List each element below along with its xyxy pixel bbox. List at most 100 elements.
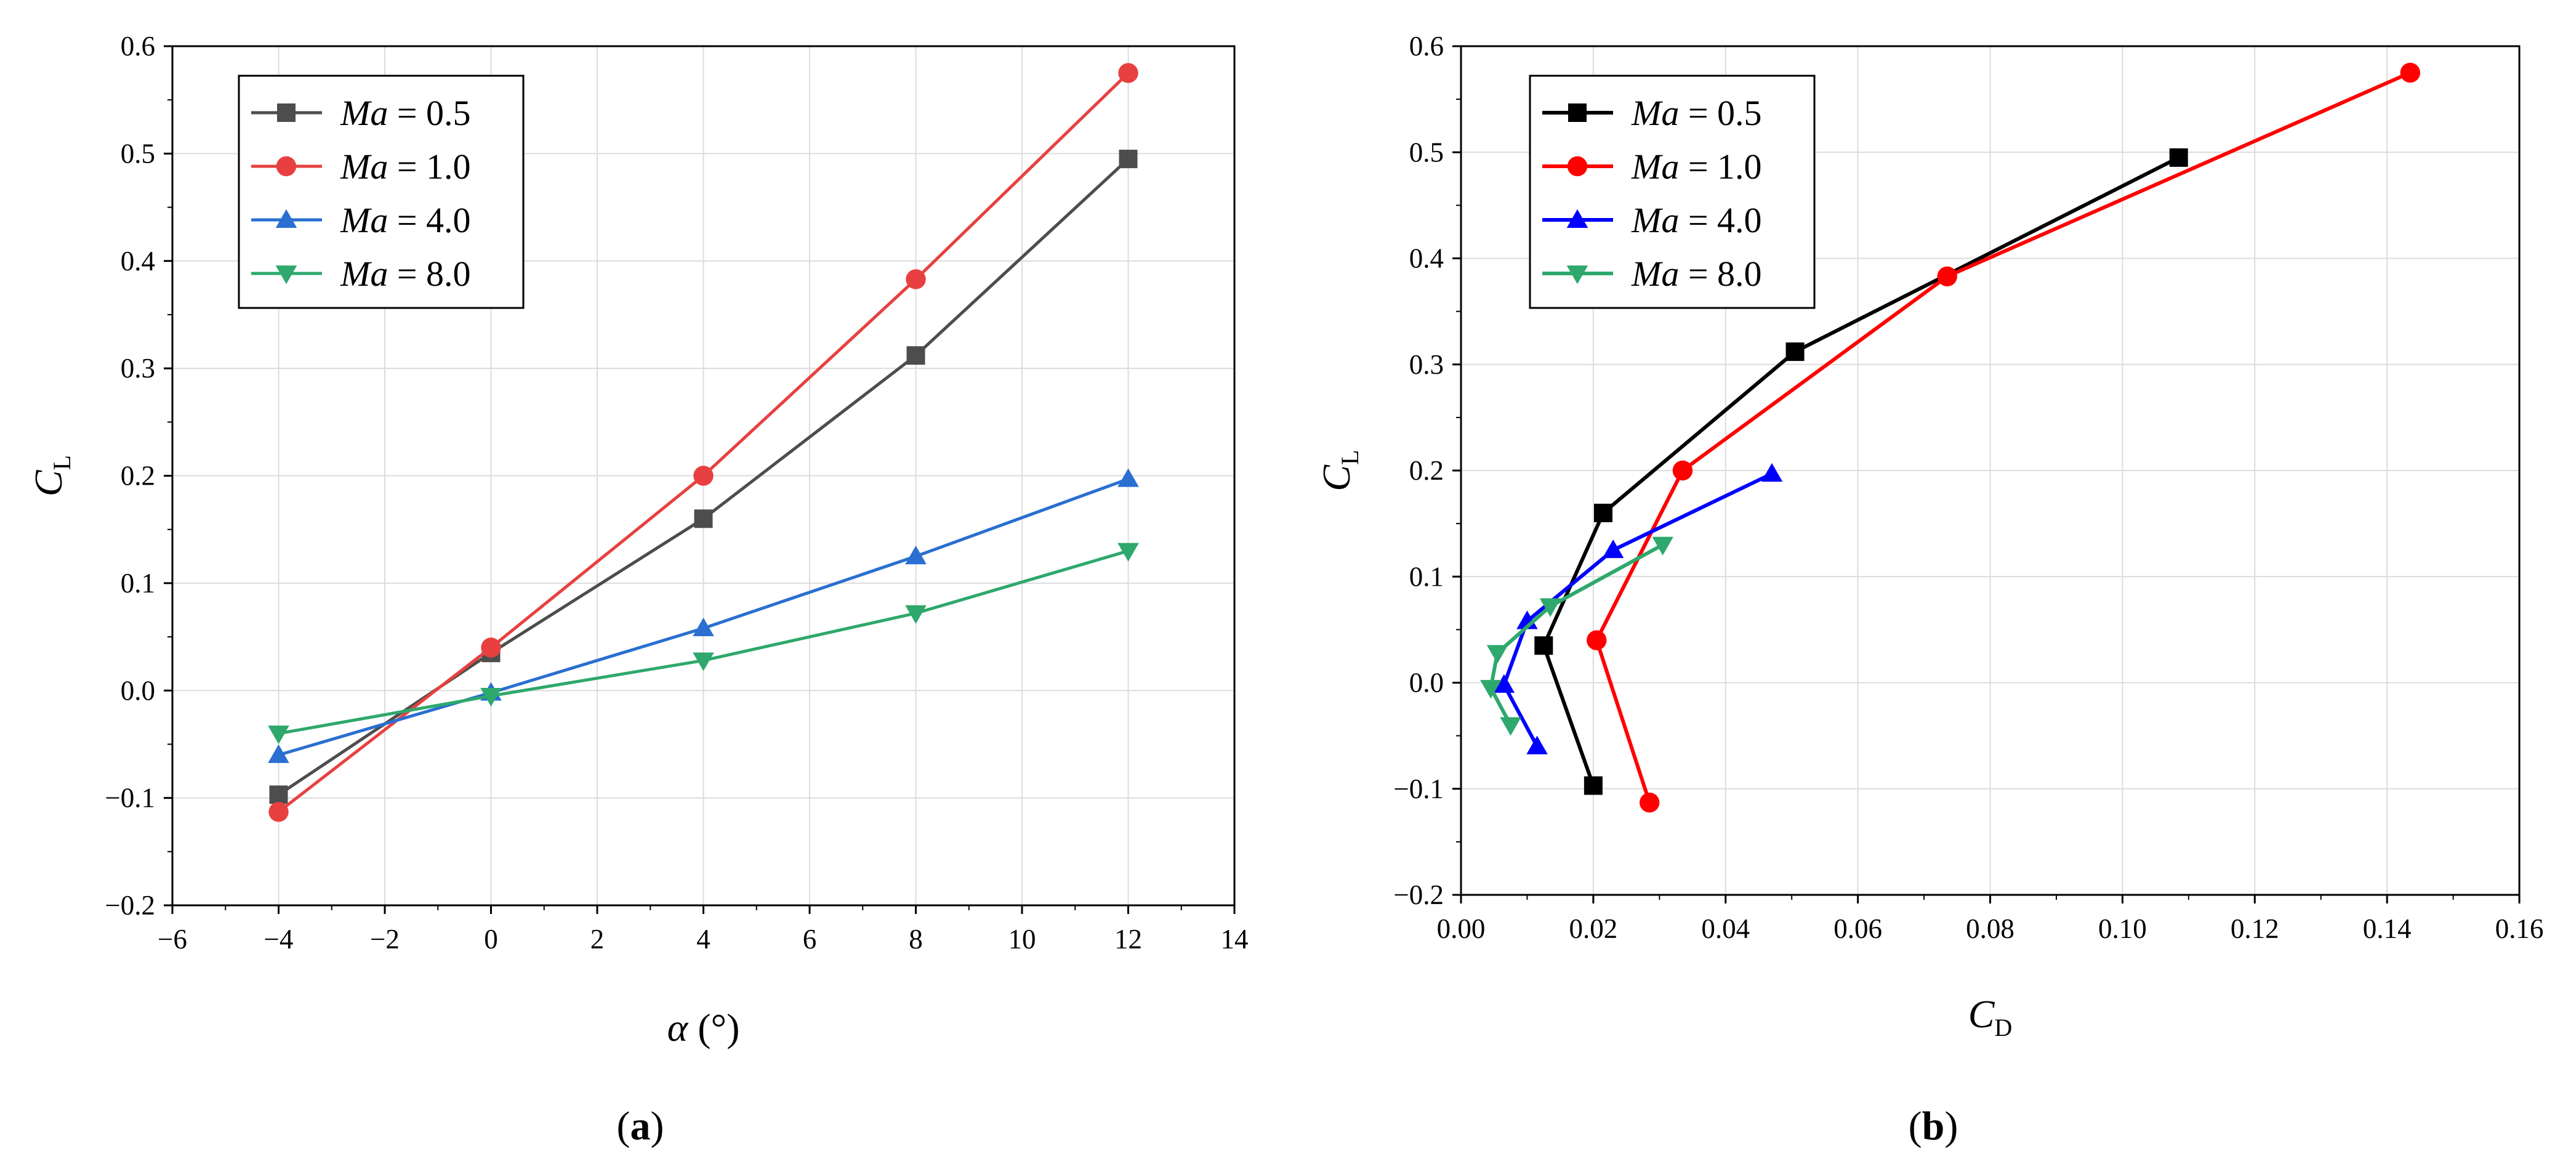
panel-a-data-point <box>1118 63 1138 83</box>
panel-b-y-tick-label: −0.2 <box>1393 879 1444 910</box>
panel-b-y-tick-label: 0.4 <box>1409 243 1444 274</box>
panel-a-data-point <box>1117 543 1139 562</box>
panel-a-x-tick-label: 12 <box>1114 924 1142 955</box>
panel-a-data-point <box>480 688 502 707</box>
panel-b-legend-marker <box>1567 156 1588 177</box>
panel-b-data-point <box>1652 536 1673 556</box>
panel-a-legend-marker <box>275 265 297 285</box>
panel-b-x-tick-label: 0.02 <box>1569 913 1618 944</box>
panel-b-data-point <box>1639 792 1660 813</box>
panel-a-data-point <box>693 466 714 486</box>
panel-a-x-tick-label: 10 <box>1008 924 1036 955</box>
panel-a-x-tick-label: −2 <box>370 924 400 955</box>
panel-a-y-tick-label: 0.2 <box>121 461 155 491</box>
panel-b-y-tick-label: 0.5 <box>1409 137 1444 168</box>
panel-a-legend-label: Ma = 0.5 <box>340 93 471 133</box>
panel-a-legend-marker <box>277 103 296 122</box>
panel-a-caption-letter: a <box>630 1104 651 1149</box>
panel-a-x-tick-label: 8 <box>909 924 923 955</box>
panel-b-plot-frame <box>1460 45 2521 896</box>
panel-b-data-point <box>1584 776 1603 795</box>
panel-b-data-point <box>1587 630 1607 650</box>
panel-a-y-tick-label: 0.5 <box>121 138 155 169</box>
panel-b-x-tick-label: 0.12 <box>2231 913 2279 944</box>
panel-b-legend-label: Ma = 1.0 <box>1631 147 1762 187</box>
panel-a-data-point <box>1117 468 1139 487</box>
panel-a-legend-marker <box>276 156 297 177</box>
panel-b-data-point <box>1486 645 1508 664</box>
panel-a-data-point <box>481 637 501 658</box>
panel-b-data-point <box>1602 539 1624 559</box>
panel-b-data-point <box>1593 503 1612 522</box>
panel-a-data-point <box>906 346 925 365</box>
panel-a-data-point <box>694 509 713 528</box>
panel-b-legend-label: Ma = 0.5 <box>1631 93 1762 133</box>
panel-a-data-point <box>693 652 714 671</box>
panel-b-data-point <box>1526 735 1548 754</box>
panel-a-y-tick-label: 0.4 <box>121 246 155 277</box>
panel-a-x-tick-label: −6 <box>158 924 187 955</box>
panel-a-data-point <box>905 605 927 624</box>
panel-b-legend-marker <box>1568 103 1587 122</box>
panel-a-y-tick-label: −0.1 <box>105 783 155 814</box>
panel-a-data-point <box>268 725 289 745</box>
panel-a-y-tick-label: 0.0 <box>121 675 155 706</box>
panel-b-data-point <box>1937 266 1957 286</box>
panel-a-legend-label: Ma = 8.0 <box>340 254 471 294</box>
panel-a-caption: (a) <box>617 1104 664 1149</box>
chart-panel-b: 0.00 0.02 0.04 0.06 0.08 0.10 0.12 0.14 0.16 −0.2… <box>1314 31 2543 1041</box>
panel-a-x-axis-label: α (°) <box>667 1006 740 1049</box>
panel-b-x-tick-label: 0.06 <box>1833 913 1882 944</box>
panel-a-y-axis-label: CL <box>26 455 76 496</box>
panel-b-data-point <box>2400 62 2420 83</box>
panel-a-y-tick-label: 0.1 <box>121 568 155 599</box>
panel-b-caption: (b) <box>1909 1104 1958 1149</box>
panel-a-y-tick-label: −0.2 <box>105 890 155 921</box>
panel-a-x-tick-label: −4 <box>264 924 294 955</box>
panel-b-y-tick-label: 0.0 <box>1409 668 1444 698</box>
panel-a-plot-frame <box>171 45 1236 907</box>
panel-b-y-tick-label: 0.6 <box>1409 31 1444 62</box>
panel-b-caption-letter: b <box>1922 1104 1945 1149</box>
panel-a-y-tick-label: 0.3 <box>121 353 155 384</box>
panel-b-x-tick-label: 0.00 <box>1437 913 1486 944</box>
panel-b-data-point <box>1534 636 1553 655</box>
panel-a-data-point <box>268 802 289 822</box>
panel-b-legend-label: Ma = 8.0 <box>1631 254 1762 294</box>
panel-b-y-tick-label: 0.3 <box>1409 349 1444 380</box>
panel-b-x-tick-label: 0.14 <box>2363 913 2412 944</box>
panel-b-data-point <box>1539 598 1561 617</box>
panel-a-x-tick-label: 0 <box>484 924 498 955</box>
panel-b-legend-marker <box>1566 265 1588 285</box>
panel-b-data-point <box>1480 680 1502 699</box>
panel-a-legend-label: Ma = 1.0 <box>340 147 471 187</box>
panel-b-data-point <box>1672 460 1693 481</box>
panel-b-data-point <box>2169 148 2188 167</box>
panel-b-y-tick-label: −0.1 <box>1393 774 1444 804</box>
panel-b-x-tick-label: 0.08 <box>1966 913 2015 944</box>
panel-b-legend-marker <box>1566 209 1588 228</box>
panel-a-data-point <box>269 785 288 804</box>
panel-a-x-tick-label: 14 <box>1221 924 1249 955</box>
panel-b-y-tick-label: 0.1 <box>1409 561 1444 592</box>
chart-panel-a: −6 −4 −2 0 2 4 6 8 10 12 14 −0.2 −0.1 0.0 0.1 0.2 0.3 0.4… <box>26 31 1249 1049</box>
panel-b-data-point <box>1785 342 1805 362</box>
panel-a-legend-label: Ma = 4.0 <box>340 200 471 240</box>
panel-b-y-axis-label: CL <box>1314 450 1364 491</box>
panel-b-x-tick-label: 0.10 <box>2098 913 2147 944</box>
panel-a-data-point <box>905 546 927 565</box>
panel-a-data-point <box>906 269 926 289</box>
panel-b-data-point <box>1493 674 1515 693</box>
panel-a-x-tick-label: 2 <box>590 924 605 955</box>
panel-b-x-tick-label: 0.04 <box>1701 913 1750 944</box>
panel-a-data-point <box>693 617 714 637</box>
panel-b-legend-label: Ma = 4.0 <box>1631 200 1762 240</box>
panel-a-data-point <box>268 744 289 763</box>
panel-b-y-tick-label: 0.2 <box>1409 455 1444 486</box>
panel-b-data-point <box>1761 463 1783 482</box>
panel-b-x-axis-label: CD <box>1968 992 2013 1041</box>
panel-a-x-tick-label: 4 <box>696 924 710 955</box>
panel-a-x-tick-label: 6 <box>803 924 817 955</box>
panel-a-y-tick-label: 0.6 <box>121 31 155 62</box>
